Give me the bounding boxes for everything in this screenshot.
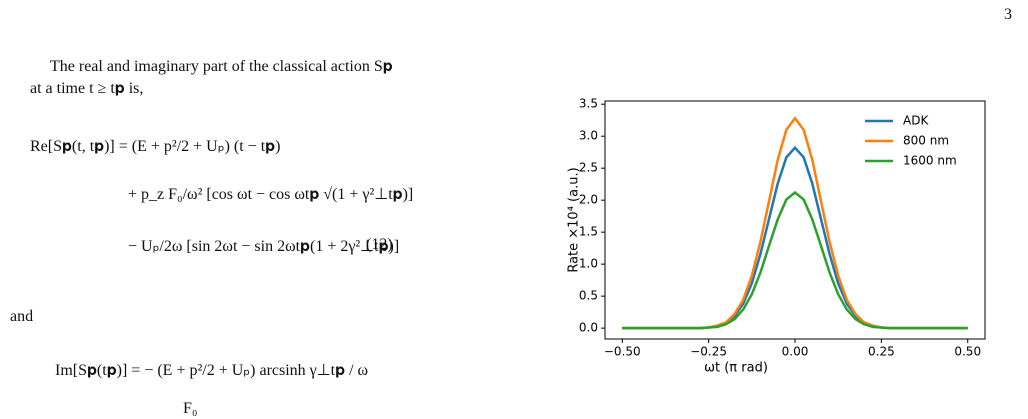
- paragraph: The real and imaginary part of the class…: [30, 58, 393, 97]
- page-number: 3: [1004, 6, 1012, 23]
- legend-label: 800 nm: [903, 134, 949, 148]
- y-tick-label: 3.0: [579, 129, 598, 143]
- legend-label: ADK: [903, 114, 929, 128]
- connector-text: and: [10, 308, 34, 325]
- y-tick-label: 0.0: [579, 321, 598, 335]
- y-tick-label: 2.0: [579, 193, 598, 207]
- equation-line: F₀: [183, 400, 198, 417]
- equation-line: + p_z F₀/ω² [cos ωt − cos ωt𝐩 √(1 + γ²⊥t…: [128, 186, 414, 203]
- x-tick-label: −0.25: [690, 345, 727, 359]
- equation-line: − Uₚ/2ω [sin 2ωt − sin 2ωt𝐩(1 + 2γ²⊥t𝐩)]: [128, 238, 400, 255]
- y-tick-label: 1.0: [579, 257, 598, 271]
- y-tick-label: 0.5: [579, 289, 598, 303]
- x-tick-label: 0.00: [782, 345, 809, 359]
- x-tick-label: 0.25: [868, 345, 895, 359]
- legend-label: 1600 nm: [903, 154, 957, 168]
- equation-number: (12): [366, 236, 393, 253]
- line-series: [622, 190, 968, 330]
- y-axis-label: Rate ×10⁴ (a.u.): [567, 167, 582, 272]
- y-tick-label: 3.5: [579, 97, 598, 111]
- y-tick-label: 2.5: [579, 161, 598, 175]
- x-axis-label: ωt (π rad): [704, 361, 768, 376]
- line-series: [622, 145, 968, 330]
- y-tick-label: 1.5: [579, 225, 598, 239]
- x-tick-label: −0.50: [604, 345, 641, 359]
- line-series: [622, 116, 968, 330]
- equation-line: Im[S𝐩(t𝐩)] = − (E + p²/2 + Uₚ) arcsinh γ…: [55, 362, 369, 379]
- equation-line: Re[S𝐩(t, t𝐩)] = (E + p²/2 + Uₚ) (t − t𝐩): [30, 138, 281, 155]
- x-tick-label: 0.50: [954, 345, 981, 359]
